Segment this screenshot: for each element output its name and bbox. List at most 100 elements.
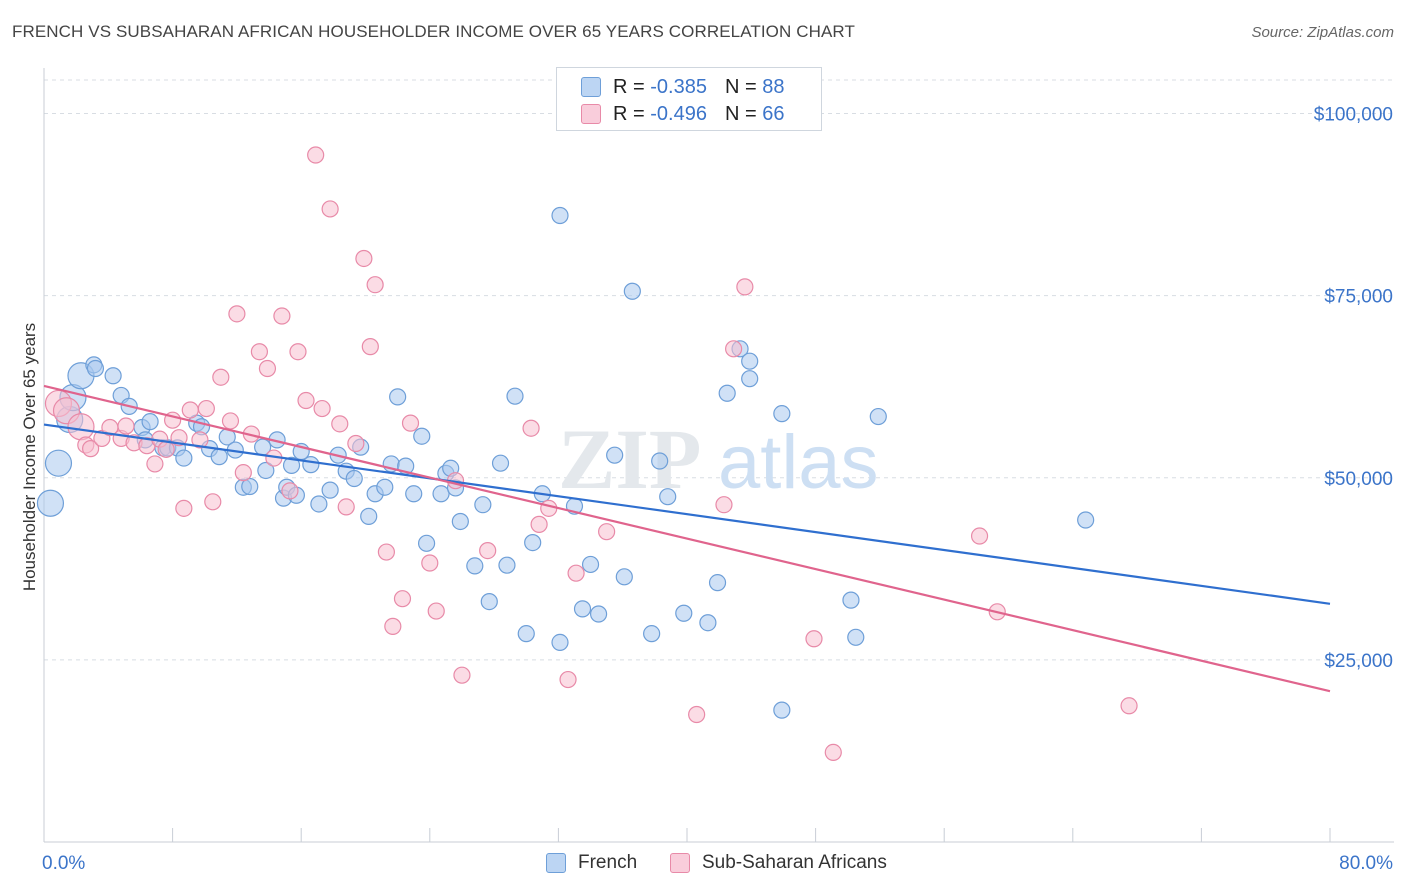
- subsaharan-point: [530, 515, 548, 533]
- subsaharan-point: [313, 399, 331, 418]
- french-point: [643, 625, 661, 643]
- french-point: [302, 456, 320, 474]
- subsaharan-swatch: [581, 104, 601, 124]
- subsaharan-point: [361, 338, 379, 356]
- french-swatch: [581, 77, 601, 97]
- subsaharan-legend-swatch: [670, 853, 690, 873]
- source-label: Source: ZipAtlas.com: [1251, 24, 1394, 41]
- french-point: [708, 574, 727, 592]
- french-point: [474, 496, 492, 514]
- french-point: [141, 413, 159, 431]
- french-point: [517, 625, 535, 643]
- subsaharan-point: [204, 493, 222, 511]
- chart-title: FRENCH VS SUBSAHARAN AFRICAN HOUSEHOLDER…: [12, 22, 855, 41]
- french-point: [718, 384, 736, 402]
- series-legend: French Sub-Saharan Africans: [0, 852, 1406, 878]
- watermark: ZIP atlas: [558, 411, 879, 507]
- french-point: [773, 405, 791, 423]
- subsaharan-point: [715, 496, 733, 514]
- legend-french-r-value: -0.385: [650, 75, 707, 98]
- french-point: [847, 628, 865, 646]
- subsaharan-point: [331, 415, 349, 433]
- subsaharan-point: [805, 630, 823, 648]
- subsaharan-point: [307, 146, 325, 164]
- legend-row-french: R = -0.385 N = 88: [581, 74, 784, 100]
- french-point: [1077, 511, 1095, 529]
- axis-layer: [43, 68, 1394, 843]
- subsaharan-point: [598, 523, 616, 541]
- french-point: [104, 367, 122, 385]
- x-tick-label-max: 80.0%: [1339, 853, 1393, 874]
- french-point: [36, 489, 65, 517]
- french-point: [741, 352, 759, 370]
- subsaharan-point: [234, 464, 252, 482]
- subsaharan-point: [250, 343, 269, 361]
- subsaharan-point: [181, 401, 199, 419]
- subsaharan-point: [281, 482, 299, 500]
- subsaharan-point: [970, 527, 989, 545]
- subsaharan-point: [725, 340, 743, 358]
- french-point: [241, 477, 259, 496]
- french-point: [741, 370, 759, 388]
- french-point: [466, 557, 484, 575]
- french-point: [573, 600, 592, 618]
- subsaharan-point: [289, 343, 307, 361]
- legend-label-subsaharan: Sub-Saharan Africans: [702, 852, 887, 873]
- french-point: [506, 387, 524, 405]
- french-point: [417, 534, 436, 552]
- legend-label-french: French: [578, 852, 638, 873]
- subsaharan-point: [479, 542, 497, 560]
- french-point: [659, 488, 677, 506]
- subsaharan-point: [157, 440, 175, 458]
- french-point: [581, 555, 600, 574]
- french-point: [451, 512, 469, 531]
- french-point: [606, 446, 624, 464]
- tick-labels: $25,000 $50,000 $75,000 $100,000 0.0% 80.0%: [42, 105, 1393, 874]
- french-point: [376, 478, 394, 496]
- legend-item-subsaharan[interactable]: Sub-Saharan Africans: [670, 852, 887, 874]
- legend-french-n-label: N =: [724, 75, 757, 98]
- french-point: [86, 359, 105, 378]
- subsaharan-point: [191, 431, 209, 449]
- subsaharan-point: [321, 200, 339, 218]
- subsaharan-point: [347, 434, 365, 453]
- legend-ssa-n-label: N =: [724, 102, 757, 125]
- subsaharan-point: [824, 743, 842, 761]
- french-point: [310, 495, 328, 513]
- y-tick-label: $75,000: [1324, 287, 1393, 308]
- subsaharan-trend-line: [43, 384, 1331, 693]
- french-point: [405, 485, 423, 503]
- subsaharan-point: [421, 554, 439, 572]
- legend-item-french[interactable]: French: [546, 852, 637, 874]
- subsaharan-point: [540, 499, 558, 517]
- legend-ssa-n-value: 66: [762, 102, 785, 125]
- subsaharan-point: [688, 705, 706, 724]
- french-legend-swatch: [546, 853, 566, 873]
- french-point: [623, 282, 641, 300]
- subsaharan-point: [1120, 697, 1138, 715]
- trend-lines: [43, 384, 1331, 693]
- french-point: [589, 605, 608, 623]
- french-point: [389, 388, 407, 406]
- french-point: [699, 614, 717, 632]
- french-trend-line: [43, 423, 1331, 605]
- legend-french-n-value: 88: [762, 75, 785, 98]
- x-tick-label-min: 0.0%: [42, 853, 85, 874]
- subsaharan-point: [175, 499, 193, 517]
- french-point: [413, 427, 431, 445]
- y-tick-label: $25,000: [1324, 651, 1393, 672]
- french-point: [551, 206, 569, 225]
- subsaharan-point: [559, 670, 577, 689]
- french-point: [551, 633, 569, 651]
- subsaharan-point: [258, 359, 277, 378]
- french-point: [432, 485, 450, 503]
- y-axis-label: Householder Income Over 65 years: [20, 323, 39, 591]
- subsaharan-point: [384, 617, 402, 635]
- y-tick-label: $50,000: [1324, 469, 1393, 490]
- grid-layer: [44, 79, 1394, 661]
- french-point: [360, 507, 378, 525]
- french-point: [675, 604, 693, 622]
- legend-row-subsaharan: R = -0.496 N = 66: [581, 101, 784, 127]
- subsaharan-point: [221, 412, 240, 430]
